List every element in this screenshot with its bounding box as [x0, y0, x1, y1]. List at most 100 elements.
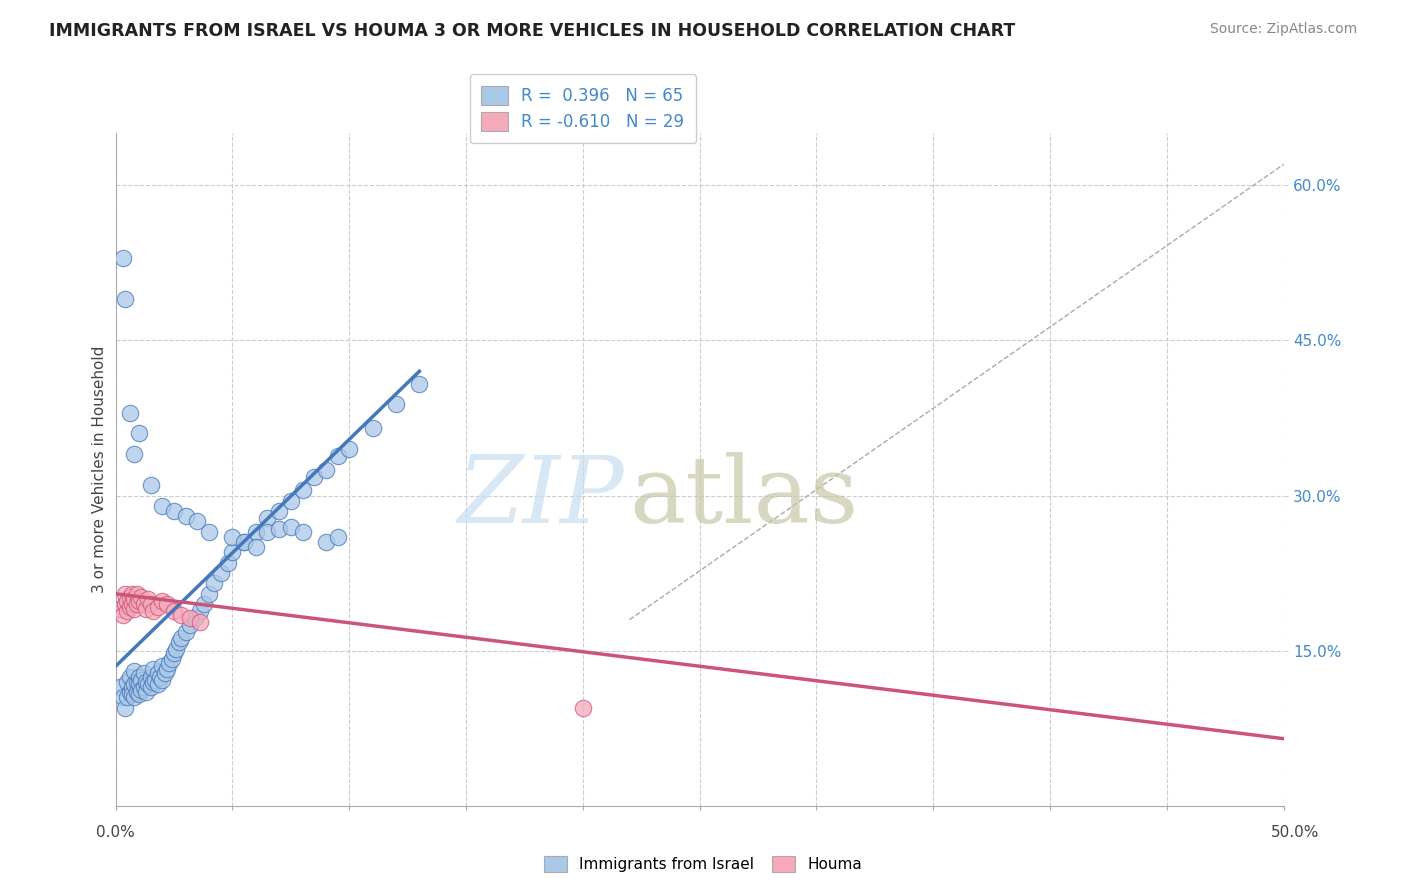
Point [160, 652, 183, 666]
Point [269, 504, 291, 518]
Point [142, 662, 165, 676]
Point [125, 674, 148, 689]
Point [150, 659, 173, 673]
Point [156, 597, 179, 611]
Point [256, 524, 278, 539]
Point [125, 587, 148, 601]
Point [131, 673, 153, 687]
Text: 50.0%: 50.0% [1271, 825, 1319, 839]
Point [118, 406, 141, 420]
Point [184, 610, 207, 624]
Point [149, 670, 172, 684]
Point [179, 610, 201, 624]
Text: atlas: atlas [630, 451, 859, 541]
Point [150, 499, 173, 513]
Point [291, 483, 314, 498]
Point [146, 600, 169, 615]
Point [269, 522, 291, 536]
Point [139, 670, 162, 684]
Point [111, 607, 134, 622]
Point [117, 690, 139, 705]
Text: ZIP: ZIP [457, 451, 624, 541]
Point [188, 615, 211, 629]
Text: IMMIGRANTS FROM ISRAEL VS HOUMA 3 OR MORE VEHICLES IN HOUSEHOLD CORRELATION CHAR: IMMIGRANTS FROM ISRAEL VS HOUMA 3 OR MOR… [49, 22, 1015, 40]
Point [132, 680, 155, 694]
Text: 0.0%: 0.0% [96, 825, 135, 839]
Point [186, 514, 208, 528]
Point [118, 670, 141, 684]
Point [326, 449, 349, 463]
Point [111, 690, 134, 705]
Point [315, 535, 337, 549]
Text: Source: ZipAtlas.com: Source: ZipAtlas.com [1209, 22, 1357, 37]
Point [135, 602, 157, 616]
Y-axis label: 3 or more Vehicles in Household: 3 or more Vehicles in Household [93, 346, 107, 593]
Point [138, 592, 160, 607]
Point [128, 594, 150, 608]
Point [291, 524, 314, 539]
Point [124, 677, 146, 691]
Point [408, 376, 430, 391]
Point [132, 597, 155, 611]
Point [139, 680, 162, 694]
Point [209, 566, 232, 580]
Point [132, 666, 155, 681]
Point [124, 447, 146, 461]
Point [165, 641, 187, 656]
Point [280, 493, 302, 508]
Legend: Immigrants from Israel, Houma: Immigrants from Israel, Houma [536, 848, 870, 880]
Point [315, 462, 337, 476]
Point [124, 602, 146, 616]
Point [128, 687, 150, 701]
Point [121, 587, 143, 601]
Point [217, 556, 239, 570]
Point [139, 478, 162, 492]
Point [138, 677, 160, 691]
Point [121, 680, 143, 694]
Point [245, 524, 267, 539]
Point [150, 594, 173, 608]
Point [163, 504, 186, 518]
Point [150, 673, 173, 687]
Point [202, 576, 225, 591]
Point [157, 656, 180, 670]
Point [135, 685, 157, 699]
Point [385, 397, 408, 411]
Point [121, 597, 143, 611]
Point [117, 674, 139, 689]
Point [174, 625, 197, 640]
Point [142, 674, 165, 689]
Point [128, 426, 150, 441]
Point [145, 673, 167, 687]
Point [110, 680, 132, 694]
Point [221, 530, 243, 544]
Point [142, 604, 165, 618]
Point [337, 442, 360, 456]
Point [233, 535, 256, 549]
Point [125, 597, 148, 611]
Point [114, 700, 136, 714]
Point [125, 685, 148, 699]
Point [118, 590, 141, 604]
Point [117, 594, 139, 608]
Point [118, 685, 141, 699]
Point [233, 535, 256, 549]
Point [128, 670, 150, 684]
Point [121, 687, 143, 701]
Point [170, 632, 193, 646]
Point [256, 511, 278, 525]
Point [280, 519, 302, 533]
Point [114, 587, 136, 601]
Point [117, 604, 139, 618]
Point [245, 540, 267, 554]
Point [128, 677, 150, 691]
Point [146, 677, 169, 691]
Point [179, 618, 201, 632]
Point [174, 509, 197, 524]
Point [146, 666, 169, 681]
Point [188, 604, 211, 618]
Point [114, 597, 136, 611]
Point [163, 604, 186, 618]
Legend: R =  0.396   N = 65, R = -0.610   N = 29: R = 0.396 N = 65, R = -0.610 N = 29 [470, 74, 696, 143]
Point [302, 470, 325, 484]
